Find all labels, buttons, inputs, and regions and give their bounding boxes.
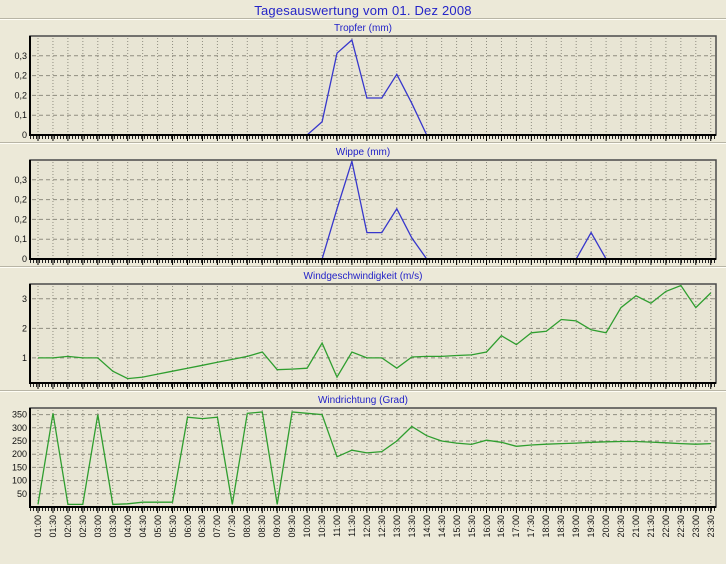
x-axis-label: 22:00 [660, 515, 671, 538]
y-axis-label: 0,3 [14, 51, 27, 61]
chart-separator [0, 390, 726, 392]
x-axis-label: 14:00 [421, 515, 432, 538]
chart-block-wippe: Wippe (mm) 0 0,1 0,2 0,2 0,3 [0, 147, 726, 266]
y-axis-label: 200 [12, 449, 27, 459]
plot-background [30, 160, 716, 259]
y-axis-label: 150 [12, 462, 27, 472]
x-axis-label: 01:00 [33, 515, 43, 538]
x-axis-label: 13:00 [391, 515, 402, 538]
x-axis-label: 15:00 [451, 515, 462, 538]
x-axis-label: 20:30 [616, 515, 626, 538]
x-axis-label: 02:00 [62, 515, 73, 538]
x-axis-label: 20:00 [601, 515, 612, 538]
windgeschwindigkeit-chart-canvas: 1 2 3 [22, 283, 717, 389]
plot-background [30, 284, 716, 383]
x-axis-label: 11:30 [346, 515, 357, 537]
x-axis-label: 12:00 [361, 515, 372, 538]
plot-background [30, 408, 716, 507]
x-axis-label: 23:30 [705, 515, 716, 538]
x-axis-label: 04:00 [122, 515, 133, 538]
x-axis-label: 02:30 [77, 515, 88, 538]
chart-title-wippe: Wippe (mm) [335, 147, 391, 158]
y-axis-label: 0 [22, 254, 27, 264]
y-axis-label: 2 [22, 323, 27, 333]
x-axis-label: 18:00 [541, 515, 552, 538]
chart-title-windgeschwindigkeit: Windgeschwindigkeit (m/s) [303, 271, 423, 282]
y-axis-label: 0 [22, 130, 27, 140]
chart-separator [0, 142, 726, 144]
y-axis-label: 3 [22, 294, 27, 304]
x-axis-label: 23:00 [690, 515, 701, 538]
x-axis-label: 21:00 [631, 515, 641, 538]
x-axis-label: 07:30 [227, 515, 238, 538]
x-axis-label: 05:30 [167, 515, 178, 538]
chart-separator [0, 266, 726, 268]
y-axis-label: 350 [12, 410, 27, 420]
y-axis-label: 250 [12, 436, 27, 446]
x-axis-label: 12:30 [376, 515, 387, 538]
x-axis-label: 17:30 [526, 515, 537, 538]
x-axis-label: 05:00 [152, 515, 163, 538]
y-axis-label: 1 [22, 353, 27, 363]
data-line [38, 284, 712, 380]
x-axis-label: 15:30 [466, 515, 477, 538]
x-axis-label: 11:00 [332, 515, 342, 537]
x-axis-label: 06:00 [182, 515, 193, 538]
y-axis-label: 0,1 [14, 110, 27, 120]
y-axis-label: 0,2 [14, 195, 27, 205]
x-axis-label: 06:30 [197, 515, 208, 538]
x-axis-label: 16:30 [496, 515, 507, 538]
x-axis-label: 08:30 [257, 515, 268, 538]
page-title: Tagesauswertung vom 01. Dez 2008 [254, 3, 472, 18]
x-axis-label: 01:30 [48, 515, 58, 538]
chart-block-windgeschwindigkeit: Windgeschwindigkeit (m/s) 1 2 3 [0, 271, 726, 390]
x-axis-labels: 01:00 01:30 02:00 02:30 03:00 03:30 04:00 04:30… [0, 514, 726, 556]
x-axis-label: 07:00 [212, 515, 223, 538]
windrichtung-chart-canvas: 50 100 150 200 250 300 350 [12, 407, 717, 513]
y-axis-label: 0,3 [14, 175, 27, 185]
y-axis-label: 0,2 [14, 90, 27, 100]
tropfer-chart-canvas: 0 0,1 0,2 0,2 0,3 [14, 35, 717, 141]
y-axis-label: 0,2 [14, 214, 27, 224]
x-axis-label: 21:30 [645, 515, 656, 538]
chart-block-tropfer: Tropfer (mm) 0 0,1 0,2 0,2 0,3 [0, 23, 726, 142]
x-axis-label: 13:30 [406, 515, 417, 538]
chart-title-windrichtung: Windrichtung (Grad) [317, 395, 409, 406]
x-axis-label: 19:00 [571, 515, 582, 538]
x-axis-label: 16:00 [481, 515, 492, 538]
y-axis-label: 100 [12, 476, 27, 486]
y-axis-label: 0,1 [14, 234, 27, 244]
y-axis-label: 300 [12, 423, 27, 433]
x-axis-label: 09:30 [287, 515, 298, 538]
x-axis-label: 09:00 [272, 515, 283, 538]
x-axis-label: 03:30 [107, 515, 118, 538]
x-axis-label: 08:00 [242, 515, 253, 538]
title-separator [0, 18, 726, 20]
x-axis-label: 14:30 [436, 515, 447, 538]
chart-block-windrichtung: Windrichtung (Grad) 50 100 150 200 250 300 350 [0, 395, 726, 514]
x-axis-label: 22:30 [675, 515, 686, 538]
y-axis-label: 0,2 [14, 71, 27, 81]
x-axis-label: 04:30 [137, 515, 148, 538]
wippe-chart-canvas: 0 0,1 0,2 0,2 0,3 [14, 159, 717, 265]
x-axis-label: 17:00 [511, 515, 522, 538]
y-axis-label: 50 [17, 489, 27, 499]
x-axis-label: 10:30 [317, 515, 328, 538]
x-axis-label: 03:00 [92, 515, 103, 538]
x-axis-label: 19:30 [586, 515, 597, 538]
data-line [37, 411, 711, 506]
x-axis-label: 18:30 [556, 515, 567, 538]
chart-title-tropfer: Tropfer (mm) [334, 23, 392, 34]
x-axis-label: 10:00 [302, 515, 313, 538]
plot-background [30, 36, 716, 135]
